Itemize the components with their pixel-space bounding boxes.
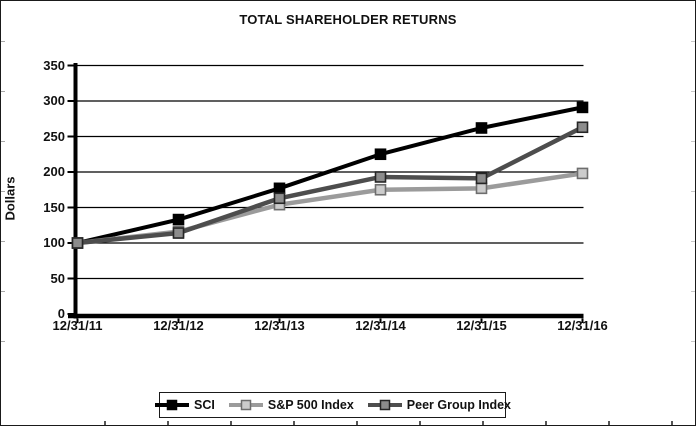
legend-item-peer-group-index: Peer Group Index [367,398,511,412]
data-point-marker [374,148,387,161]
bottom-border-tick [293,421,295,425]
x-tick-label: 12/31/16 [557,318,608,333]
data-point-marker [374,171,387,183]
data-point-marker [273,192,286,205]
data-point-marker [475,182,488,195]
legend-item-sci: SCI [154,398,215,412]
series-line-peer-group-index [77,125,584,246]
left-border-tick [1,341,5,342]
y-tick-label: 200 [43,164,65,179]
data-point-marker [576,101,589,114]
x-tick-label: 12/31/11 [52,318,103,333]
y-tick-label: 50 [50,270,65,286]
y-tick-label: 250 [43,128,65,144]
series-line-s-p-500-index [77,171,583,246]
left-border-tick [1,241,5,242]
legend-marker-peer-group-index [367,399,402,411]
bottom-border-tick [545,421,547,425]
x-tick-label: 12/31/14 [355,318,406,333]
data-point-marker [172,213,185,226]
bottom-border-tick [482,421,484,425]
y-tick-label: 350 [43,57,65,73]
legend-label: S&P 500 Index [267,398,354,412]
x-tick-label: 12/31/15 [456,318,507,333]
bottom-border-tick [356,421,358,425]
right-border-tick [691,341,695,342]
data-point-marker [273,182,286,195]
bottom-border-tick [671,421,673,425]
right-border-tick [691,291,695,292]
left-border-tick [1,91,5,92]
left-border-tick [1,41,5,42]
y-tick-label: 300 [43,93,65,108]
legend-label: Peer Group Index [406,398,511,412]
right-border-tick [691,141,695,142]
legend-marker-sci [155,399,190,411]
right-border-tick [691,41,695,42]
bottom-border-tick [167,421,169,425]
left-border-tick [1,141,5,142]
series-markers-peer-group-index [71,121,589,249]
right-border-tick [691,91,695,92]
right-border-tick [691,191,695,192]
legend-item-s-p-500-index: S&P 500 Index [228,398,354,412]
y-tick-label: 0 [57,306,65,321]
x-tick-label: 12/31/12 [153,318,204,333]
data-point-marker [71,237,84,249]
left-border-tick [1,191,5,192]
legend-marker-s-p-500-index [228,399,263,411]
data-point-marker [374,183,387,196]
bottom-border-tick [608,421,610,425]
y-tick-label: 100 [43,235,65,250]
legend: SCI S&P 500 Index Peer Group Index [155,392,511,418]
y-tick-label: 150 [43,199,65,215]
data-point-marker [576,167,589,180]
data-point-marker [172,227,185,239]
left-border-tick [1,291,5,292]
x-tick-label: 12/31/13 [254,318,305,333]
bottom-border-tick [230,421,232,425]
chart-title: TOTAL SHAREHOLDER RETURNS [239,12,457,27]
data-point-marker [475,122,488,134]
data-point-marker [576,121,589,134]
legend-label: SCI [194,398,215,412]
data-point-marker [475,172,488,185]
series-line-sci [77,105,583,245]
right-border-tick [691,241,695,242]
bottom-border-tick [104,421,106,425]
bottom-border-tick [419,421,421,425]
